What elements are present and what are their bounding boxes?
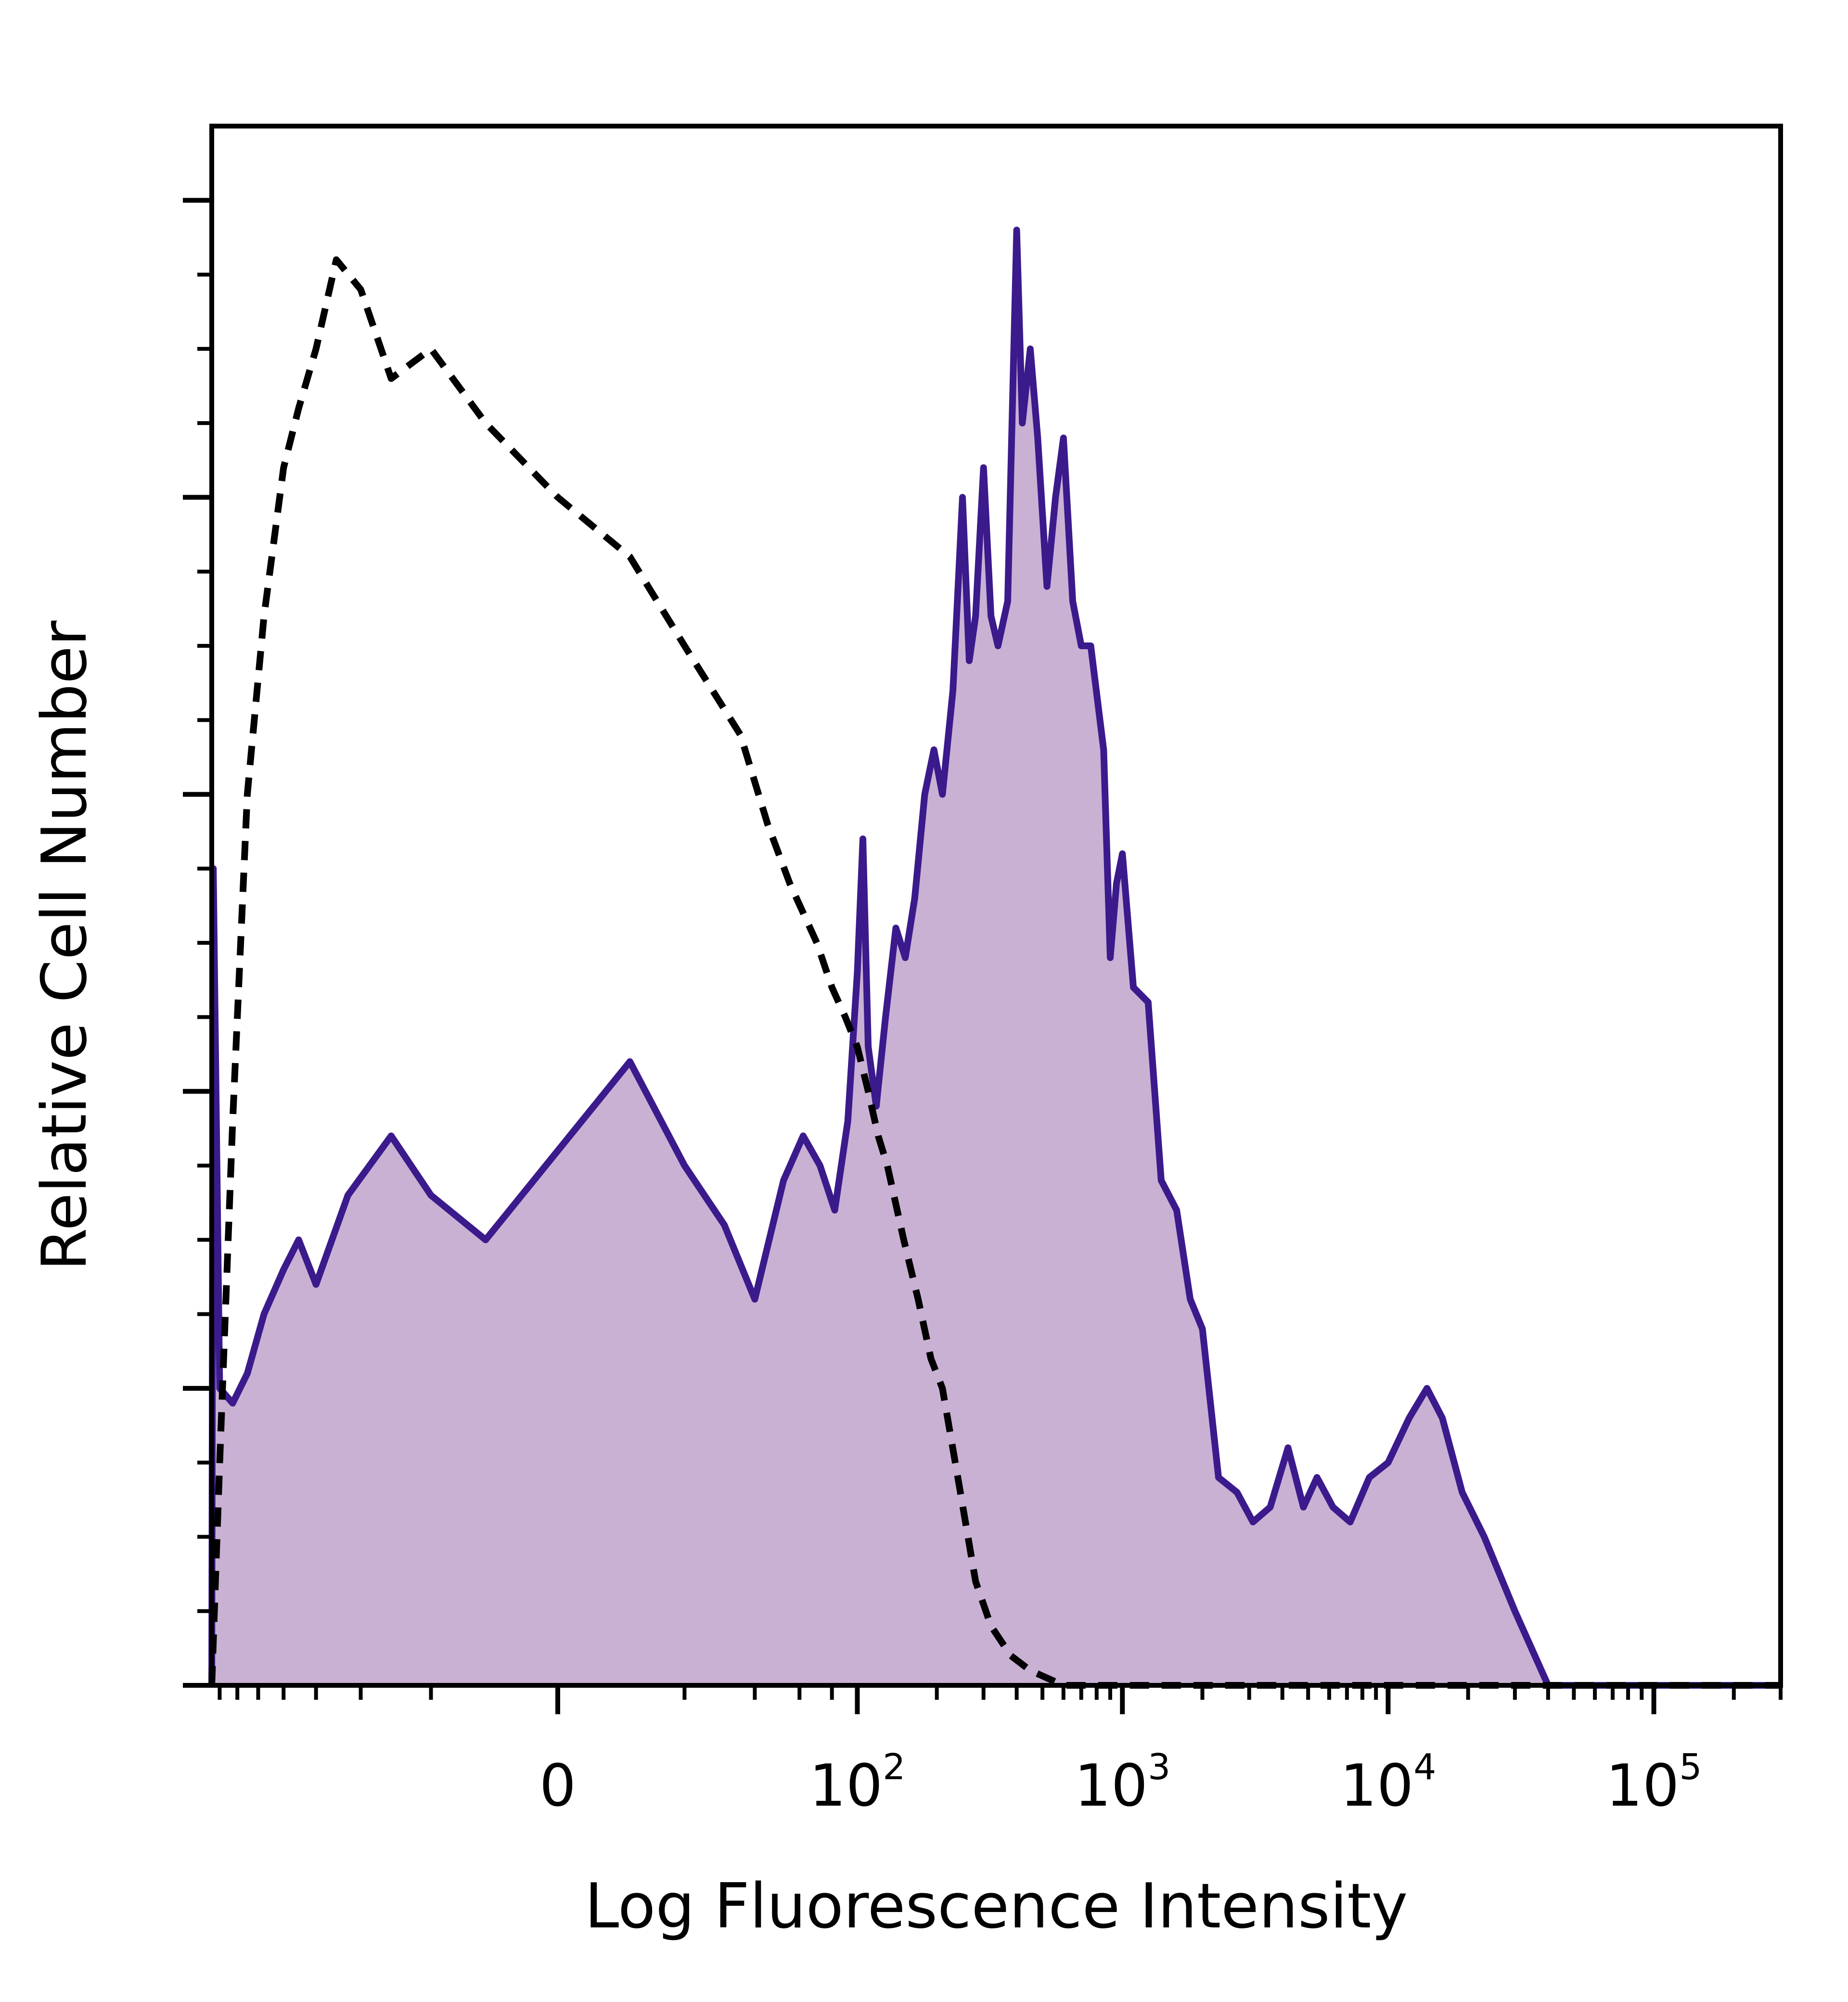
control-histogram-dashed-line [208, 256, 1781, 1689]
x-tick-label: 0 [539, 1753, 576, 1820]
stained-histogram-line [208, 227, 1781, 1689]
plot-frame [209, 124, 1783, 1688]
x-tick-label: 102 [809, 1746, 906, 1820]
x-axis-title: Log Fluorescence Intensity [585, 1871, 1408, 1942]
x-tick-labels: 0 102 103 104 105 [539, 1746, 1702, 1820]
x-tick-label: 105 [1606, 1746, 1702, 1820]
stained-histogram-fill [212, 230, 1781, 1685]
x-tick-label: 104 [1340, 1746, 1437, 1820]
y-axis-title: Relative Cell Number [29, 620, 101, 1270]
x-tick-label: 103 [1074, 1746, 1170, 1820]
plot-area [208, 227, 1781, 1689]
